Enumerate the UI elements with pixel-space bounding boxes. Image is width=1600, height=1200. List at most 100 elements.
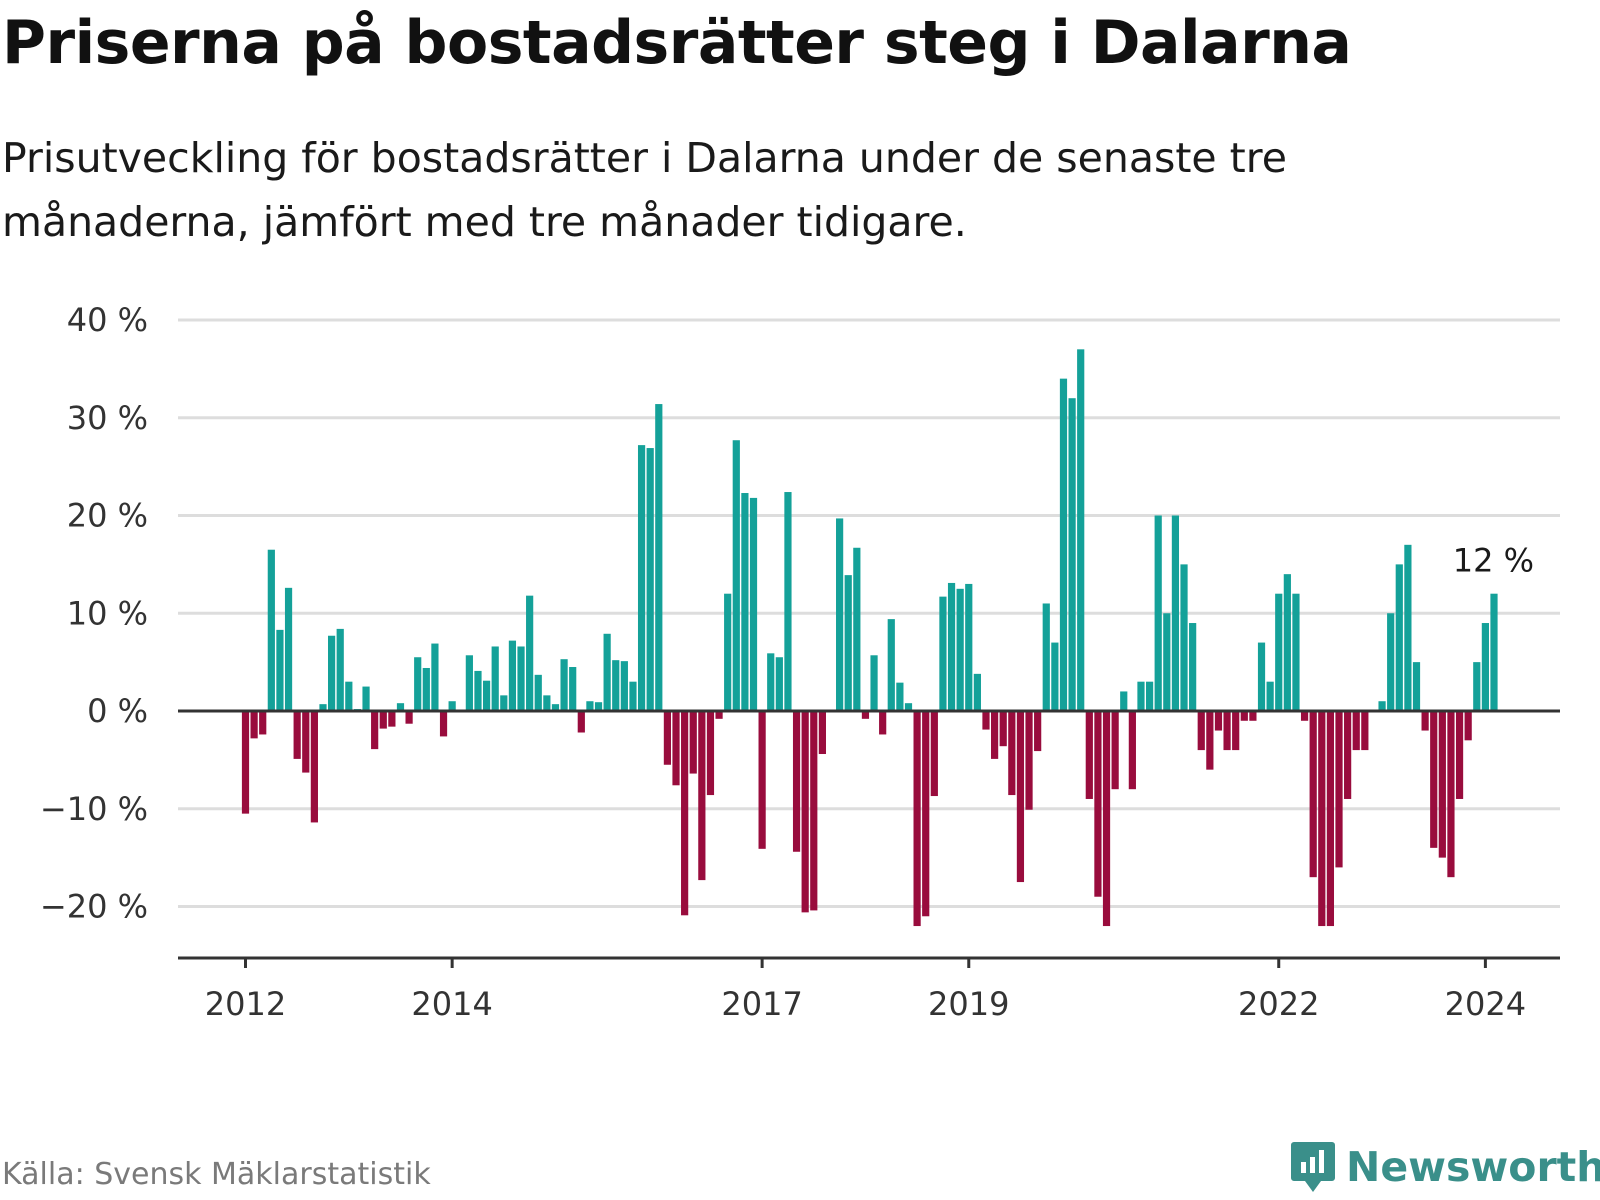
- bar: [1068, 398, 1076, 711]
- bar: [1128, 711, 1136, 790]
- bar: [801, 711, 809, 913]
- bar: [396, 703, 405, 711]
- bar: [1455, 711, 1464, 799]
- bar: [569, 667, 577, 711]
- bar: [1223, 711, 1231, 751]
- bar: [982, 711, 990, 730]
- bar: [749, 497, 758, 711]
- bar: [1171, 515, 1180, 711]
- bar: [508, 640, 517, 711]
- bar: [1292, 593, 1300, 711]
- bar: [1344, 711, 1352, 799]
- bar: [422, 667, 430, 711]
- bar: [956, 588, 964, 711]
- bar: [715, 711, 723, 719]
- bar: [1145, 681, 1154, 711]
- bar: [792, 711, 801, 852]
- bar: [1008, 711, 1016, 796]
- bar: [560, 659, 568, 711]
- bar: [1318, 711, 1326, 927]
- bar: [973, 673, 981, 711]
- bar: [1034, 711, 1042, 752]
- bar: [706, 711, 715, 796]
- bar: [1412, 662, 1421, 711]
- bar: [594, 702, 603, 711]
- bar: [1490, 593, 1498, 711]
- bar: [1378, 701, 1386, 711]
- bar: [293, 711, 301, 759]
- bar: [345, 681, 353, 711]
- bar: [1059, 378, 1068, 711]
- bar: [414, 657, 422, 711]
- bar: [1266, 681, 1274, 711]
- bar: [904, 703, 913, 711]
- bar: [1111, 711, 1119, 790]
- bar: [620, 661, 628, 711]
- bar: [1240, 711, 1248, 721]
- bar: [887, 619, 895, 711]
- bar-series: [241, 349, 1498, 927]
- bar: [1421, 711, 1429, 731]
- bar: [1180, 564, 1188, 711]
- bar: [603, 633, 611, 711]
- bar: [732, 440, 740, 711]
- bar: [517, 646, 525, 711]
- bar: [1206, 711, 1214, 770]
- bar: [1154, 515, 1162, 711]
- bar: [1232, 711, 1240, 751]
- bar: [1283, 574, 1291, 711]
- bar: [1102, 711, 1111, 927]
- bar: [250, 711, 258, 739]
- bar: [818, 711, 826, 755]
- bar: [879, 711, 887, 735]
- bar: [1352, 711, 1360, 751]
- x-tick-label: 2014: [411, 985, 492, 1023]
- bar: [698, 711, 706, 881]
- chart-subtitle: Prisutveckling för bostadsrätter i Dalar…: [2, 134, 1287, 246]
- bar: [1257, 642, 1266, 711]
- bar: [543, 695, 551, 711]
- bar: [431, 643, 439, 711]
- y-tick-label: 20 %: [67, 497, 148, 535]
- bar: [1137, 681, 1145, 711]
- gridlines: [178, 318, 1560, 908]
- bar: [1438, 711, 1446, 858]
- bar: [328, 635, 336, 711]
- brand-name: Newsworthy: [1346, 1143, 1600, 1191]
- bar: [896, 682, 904, 711]
- bar: [930, 711, 938, 797]
- bar: [922, 711, 930, 917]
- bar: [474, 670, 482, 711]
- bar: [526, 595, 534, 711]
- bar: [1094, 711, 1102, 897]
- source-note: Källa: Svensk Mäklarstatistik: [2, 1157, 431, 1192]
- bar: [1300, 711, 1309, 721]
- bar: [1051, 642, 1059, 711]
- bar: [1430, 711, 1438, 848]
- x-tick-label: 2024: [1445, 985, 1526, 1023]
- brand-logo[interactable]: Newsworthy: [1290, 1140, 1600, 1194]
- bar: [1042, 603, 1050, 711]
- bar: [379, 711, 387, 729]
- bar: [259, 711, 267, 735]
- newsworthy-logo-icon: [1291, 1142, 1335, 1192]
- bar: [388, 711, 396, 727]
- bar: [336, 628, 344, 711]
- bar: [586, 701, 594, 711]
- bar: [1085, 711, 1093, 799]
- bar: [1214, 711, 1223, 731]
- bar: [1163, 613, 1171, 711]
- bar: [1309, 711, 1317, 878]
- bar: [947, 582, 956, 711]
- bar: [1016, 711, 1025, 883]
- bar: [836, 518, 844, 711]
- bar: [646, 448, 654, 711]
- bar: [767, 653, 775, 711]
- bar: [1077, 349, 1085, 711]
- bar: [482, 680, 491, 711]
- bar: [775, 657, 783, 711]
- y-tick-label: 10 %: [67, 594, 148, 632]
- bar: [491, 646, 499, 711]
- y-tick-label: 0 %: [87, 692, 148, 730]
